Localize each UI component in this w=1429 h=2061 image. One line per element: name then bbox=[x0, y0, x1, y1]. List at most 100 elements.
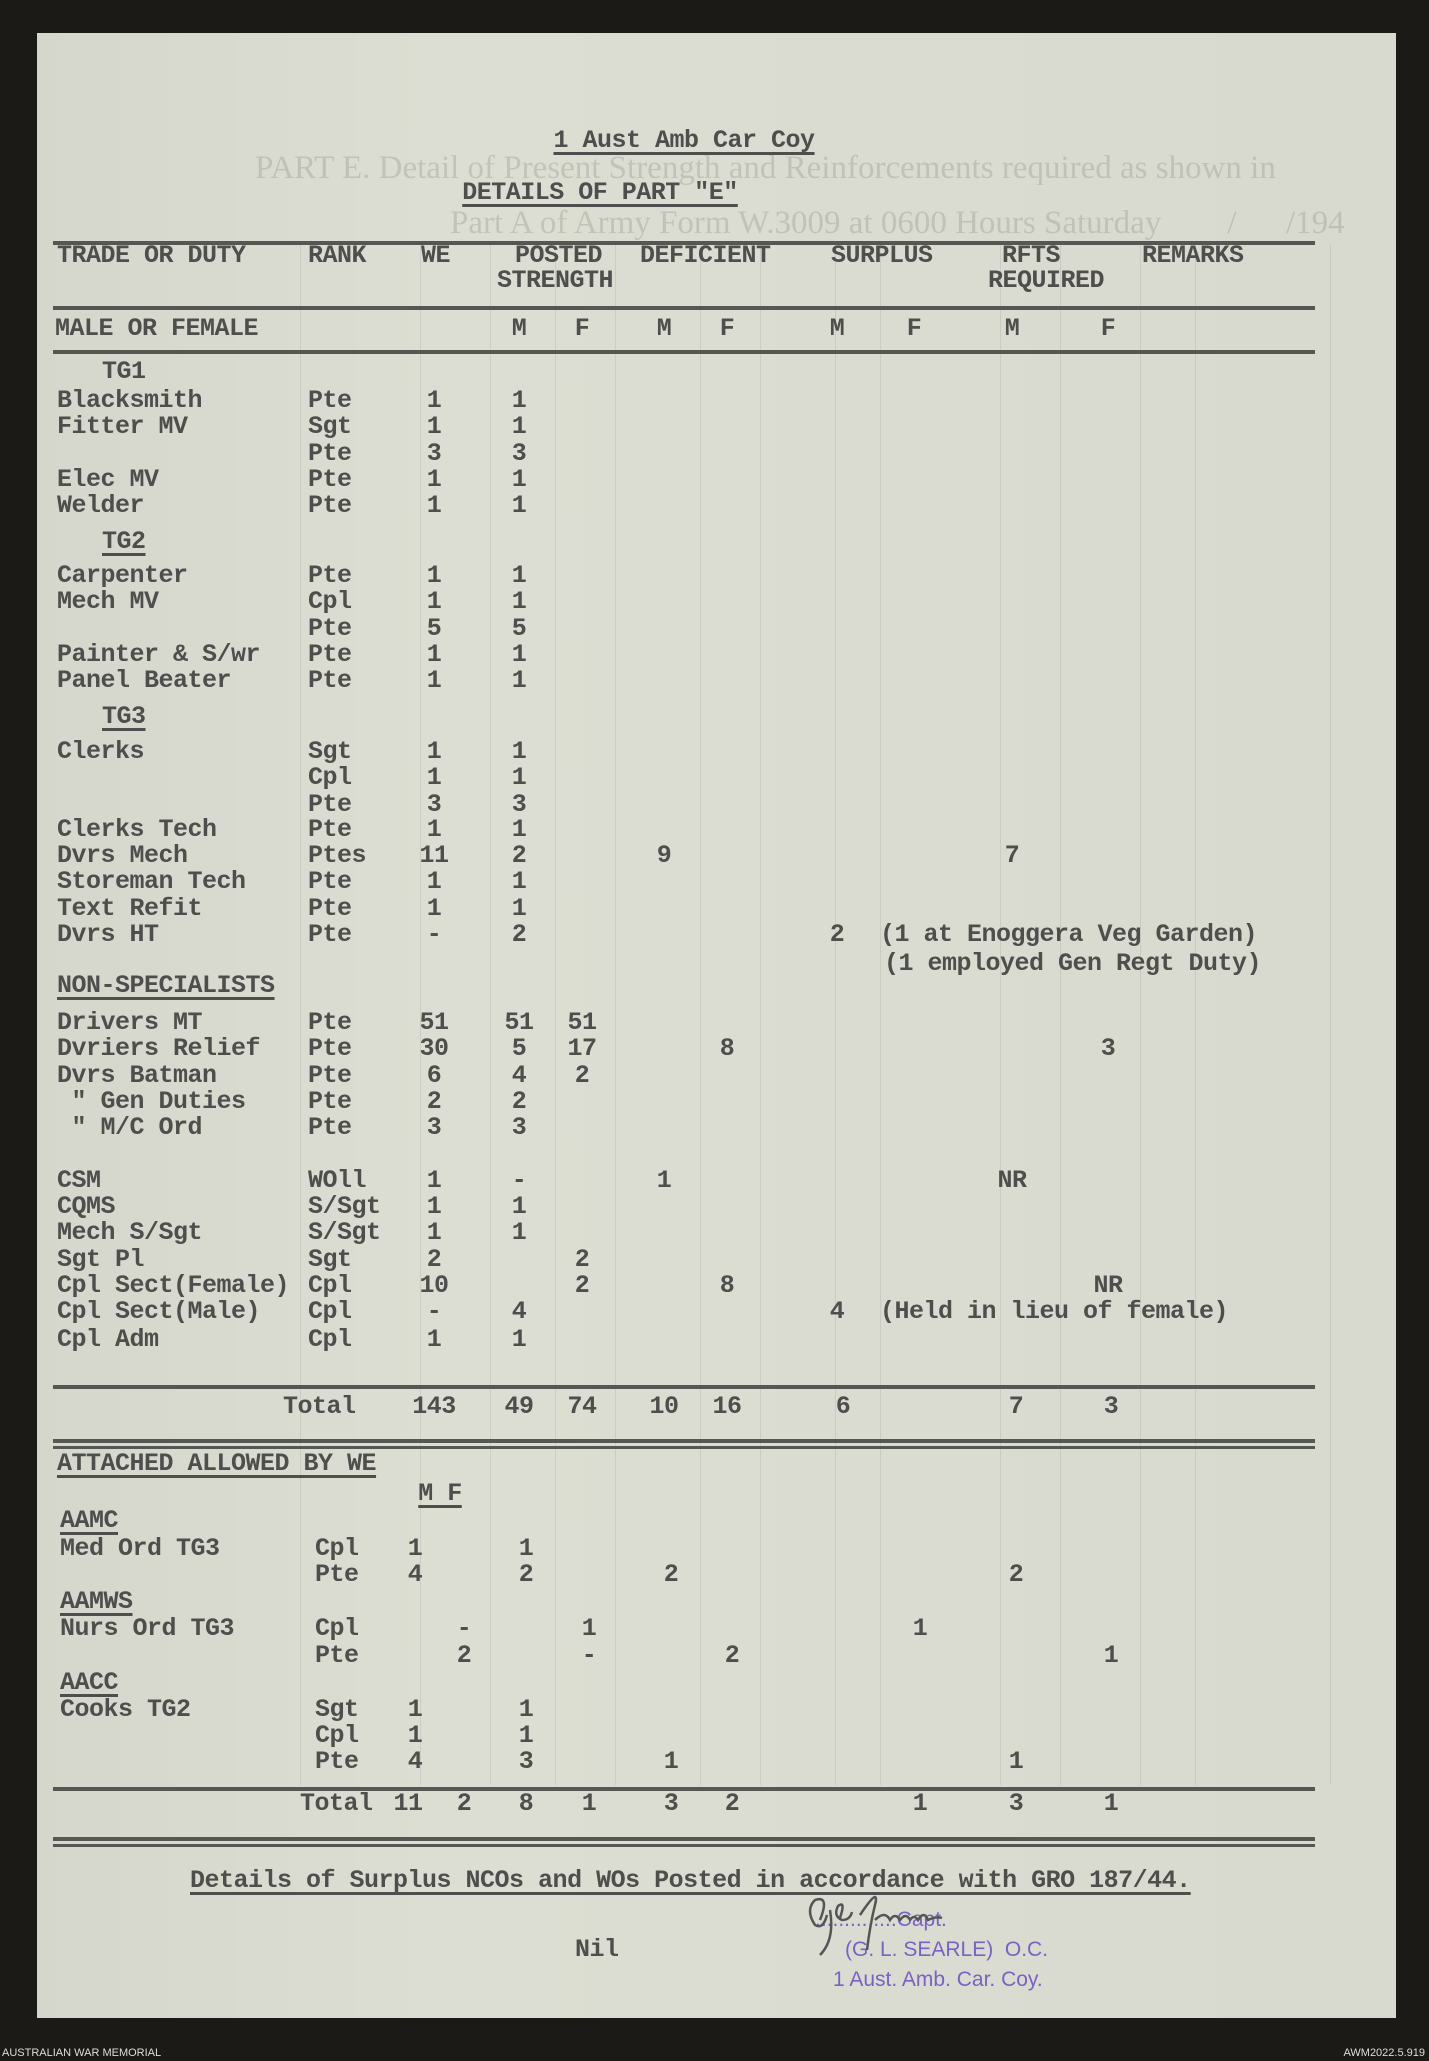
value-cell: - bbox=[456, 1614, 472, 1643]
value-cell: 2 bbox=[1008, 1560, 1024, 1589]
trade-cell: Elec MV bbox=[57, 465, 159, 494]
total-value: 143 bbox=[412, 1392, 456, 1421]
value-cell: 11 bbox=[419, 841, 449, 870]
value-cell: 1 bbox=[656, 1166, 672, 1195]
unit-title: 1 Aust Amb Car Coy bbox=[553, 126, 815, 155]
sex-subheader: M bbox=[656, 314, 672, 343]
value-cell: 1 bbox=[426, 1325, 442, 1354]
rank-cell: Cpl bbox=[315, 1534, 359, 1563]
double-rule bbox=[53, 1844, 1315, 1847]
value-cell: 1 bbox=[426, 737, 442, 766]
trade-cell: Sgt Pl bbox=[57, 1245, 145, 1274]
value-cell: 1 bbox=[511, 763, 527, 792]
rank-cell: Sgt bbox=[308, 412, 352, 441]
total-value: 3 bbox=[1103, 1392, 1119, 1421]
value-cell: NR bbox=[997, 1166, 1027, 1195]
col-header-posted: POSTED bbox=[515, 241, 603, 270]
rank-cell: Cpl bbox=[315, 1614, 359, 1643]
trade-cell: Nurs Ord TG3 bbox=[60, 1614, 235, 1643]
form-grid-line bbox=[420, 245, 421, 1785]
sex-subheader: M bbox=[1004, 314, 1020, 343]
rank-cell: Cpl bbox=[308, 1297, 352, 1326]
value-cell: 1 bbox=[511, 412, 527, 441]
total-value: 7 bbox=[1008, 1392, 1024, 1421]
form-grid-line bbox=[555, 245, 556, 1785]
rank-cell: Cpl bbox=[308, 1325, 352, 1354]
value-cell: - bbox=[426, 1297, 442, 1326]
rank-cell: Cpl bbox=[308, 587, 352, 616]
value-cell: 1 bbox=[426, 1218, 442, 1247]
form-grid-line bbox=[1000, 245, 1001, 1785]
value-cell: 1 bbox=[426, 666, 442, 695]
rank-cell: Pte bbox=[308, 894, 352, 923]
form-grid-line bbox=[1140, 245, 1141, 1785]
value-cell: 2 bbox=[724, 1641, 740, 1670]
value-cell: 1 bbox=[1008, 1747, 1024, 1776]
corps-heading: AAMC bbox=[60, 1506, 119, 1535]
value-cell: 3 bbox=[511, 790, 527, 819]
corps-heading: AAMWS bbox=[60, 1587, 133, 1616]
section-heading: TG2 bbox=[102, 527, 146, 556]
attached-mf-header: M F bbox=[418, 1479, 462, 1508]
col-header-surplus: SURPLUS bbox=[831, 241, 933, 270]
rank-cell: Pte bbox=[308, 1113, 352, 1142]
value-cell: 5 bbox=[426, 614, 442, 643]
value-cell: 17 bbox=[567, 1034, 597, 1063]
rank-cell: Cpl bbox=[315, 1721, 359, 1750]
value-cell: 1 bbox=[426, 763, 442, 792]
trade-cell: Cpl Sect(Male) bbox=[57, 1297, 261, 1326]
rank-cell: Pte bbox=[308, 465, 352, 494]
value-cell: 1 bbox=[511, 1325, 527, 1354]
value-cell: 8 bbox=[719, 1271, 735, 1300]
total-value: 2 bbox=[456, 1789, 472, 1818]
trade-cell: Mech MV bbox=[57, 587, 159, 616]
total-value: 74 bbox=[567, 1392, 597, 1421]
form-bleed-text: Part A of Army Form W.3009 at 0600 Hours… bbox=[450, 205, 1345, 241]
value-cell: 1 bbox=[1103, 1641, 1119, 1670]
value-cell: 1 bbox=[511, 1218, 527, 1247]
rank-cell: Pte bbox=[308, 920, 352, 949]
caption-left: AUSTRALIAN WAR MEMORIAL bbox=[2, 2047, 162, 2059]
value-cell: 3 bbox=[426, 439, 442, 468]
value-cell: 5 bbox=[511, 614, 527, 643]
form-grid-line bbox=[760, 245, 761, 1785]
value-cell: 2 bbox=[663, 1560, 679, 1589]
value-cell: 4 bbox=[407, 1560, 423, 1589]
trade-cell: Blacksmith bbox=[57, 386, 203, 415]
total-value: 1 bbox=[1103, 1789, 1119, 1818]
value-cell: 1 bbox=[426, 815, 442, 844]
rank-cell: Pte bbox=[308, 666, 352, 695]
trade-cell: Panel Beater bbox=[57, 666, 232, 695]
value-cell: 1 bbox=[426, 561, 442, 590]
value-cell: 1 bbox=[663, 1747, 679, 1776]
value-cell: 1 bbox=[511, 465, 527, 494]
rank-cell: Pte bbox=[308, 1087, 352, 1116]
total-label: Total bbox=[300, 1789, 373, 1818]
trade-cell: Dvrs Batman bbox=[57, 1061, 217, 1090]
value-cell: 1 bbox=[426, 1166, 442, 1195]
attached-heading: ATTACHED ALLOWED BY WE bbox=[57, 1449, 377, 1478]
value-cell: 5 bbox=[511, 1034, 527, 1063]
total-rule bbox=[53, 1385, 1315, 1389]
table-top-rule bbox=[53, 241, 1315, 245]
rank-cell: Pte bbox=[308, 1034, 352, 1063]
remark-text: (1 employed Gen Regt Duty) bbox=[884, 949, 1262, 978]
value-cell: 1 bbox=[407, 1695, 423, 1724]
sex-subheader: F bbox=[719, 314, 735, 343]
value-cell: 1 bbox=[426, 491, 442, 520]
sex-subheader: F bbox=[574, 314, 590, 343]
total-value: 2 bbox=[724, 1789, 740, 1818]
value-cell: 1 bbox=[426, 386, 442, 415]
rank-cell: Pte bbox=[308, 491, 352, 520]
value-cell: 1 bbox=[511, 867, 527, 896]
rank-cell: Pte bbox=[308, 561, 352, 590]
value-cell: 6 bbox=[426, 1061, 442, 1090]
col-header-deficient: DEFICIENT bbox=[640, 241, 771, 270]
trade-cell: Carpenter bbox=[57, 561, 188, 590]
rank-cell: Pte bbox=[308, 815, 352, 844]
value-cell: 1 bbox=[518, 1534, 534, 1563]
form-grid-line bbox=[615, 245, 616, 1785]
trade-cell: Cpl Adm bbox=[57, 1325, 159, 1354]
trade-cell: Clerks bbox=[57, 737, 145, 766]
form-grid-line bbox=[835, 245, 836, 1785]
